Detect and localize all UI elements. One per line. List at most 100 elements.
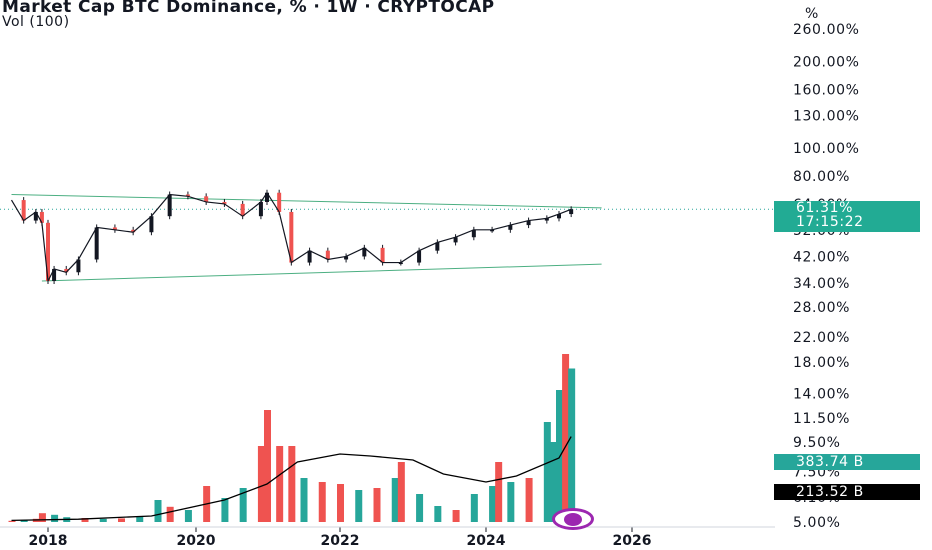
price-candle — [307, 250, 312, 263]
price-candle — [52, 268, 57, 282]
price-candle — [508, 225, 513, 230]
price-candle — [185, 194, 190, 197]
volume-bar — [355, 490, 363, 522]
volume-bar — [276, 446, 284, 522]
price-candle — [417, 250, 422, 263]
price-candle — [362, 247, 367, 257]
price-candle — [569, 209, 574, 215]
bar-countdown: 17:15:22 — [796, 214, 864, 230]
volume-bar — [51, 514, 59, 522]
price-candle — [471, 229, 476, 238]
bolt-icon[interactable] — [552, 508, 594, 530]
volume-bar — [489, 486, 497, 522]
y-tick-label: 42.00% — [793, 249, 850, 265]
volume-bar — [8, 520, 16, 522]
price-candle — [265, 192, 269, 202]
x-tick-label: 2026 — [613, 533, 652, 549]
y-tick-label: 34.00% — [793, 276, 850, 292]
price-candle — [149, 216, 154, 233]
price-candle — [344, 256, 349, 260]
x-tick-label: 2022 — [321, 533, 360, 549]
volume-bar — [373, 488, 381, 522]
x-tick-label: 2018 — [29, 533, 68, 549]
volume-bar — [239, 488, 247, 522]
y-tick-label: 100.00% — [793, 141, 860, 157]
trendline — [11, 194, 602, 209]
volume-bar — [416, 494, 424, 522]
volume-bar — [337, 484, 344, 522]
volume-bar — [99, 518, 107, 522]
price-candle — [453, 237, 458, 243]
volume-bar — [562, 354, 570, 522]
y-tick-label: 28.00% — [793, 300, 850, 316]
volume-bar — [507, 482, 515, 522]
y-tick-label: 130.00% — [793, 108, 860, 124]
price-candle — [131, 229, 136, 233]
price-candle — [490, 229, 495, 232]
volume-bar — [154, 500, 162, 522]
volume-bar — [38, 513, 46, 522]
volume-bar — [391, 478, 399, 522]
price-candle — [76, 259, 81, 273]
volume-indicator-label[interactable]: Vol (100) — [2, 14, 70, 30]
volume-bar — [184, 510, 192, 522]
y-tick-label: 200.00% — [793, 55, 860, 71]
volume-bar — [288, 446, 296, 522]
price-candle — [325, 250, 330, 260]
price-candle — [222, 201, 227, 204]
volume-bar — [118, 518, 125, 522]
price-candle — [167, 194, 172, 217]
volume-bar — [257, 446, 265, 522]
price-line — [10, 191, 572, 284]
y-tick-label: 80.00% — [793, 169, 850, 185]
volume-bar — [434, 506, 442, 522]
volume-bar — [221, 498, 229, 522]
y-tick-label: 11.50% — [793, 411, 850, 427]
volume-bar — [470, 494, 478, 522]
y-tick-label: 5.00% — [793, 515, 840, 531]
price-candle — [240, 203, 245, 217]
y-tick-label: 14.00% — [793, 387, 850, 403]
volume-bar — [20, 520, 28, 522]
price-candle — [258, 201, 263, 217]
price-candle — [94, 227, 99, 260]
volume-value-badge: 383.74 B — [774, 454, 920, 470]
volume-bar — [525, 478, 533, 522]
volume-bar — [300, 478, 308, 522]
volume-bar — [81, 518, 89, 522]
volume-bar — [318, 482, 326, 522]
y-tick-label: 260.00% — [793, 22, 860, 38]
price-candle — [39, 211, 44, 223]
volume-bar — [136, 516, 144, 522]
price-candle — [289, 211, 294, 263]
price-candle — [557, 214, 561, 219]
volume-bar — [568, 368, 576, 522]
volume-bar — [549, 442, 557, 522]
volume-ma-badge: 213.52 B — [774, 484, 920, 500]
price-candle — [277, 192, 282, 212]
price-candle — [380, 247, 385, 263]
volume-bar — [452, 510, 460, 522]
y-tick-label: 22.00% — [793, 330, 850, 346]
price-candle — [112, 227, 117, 230]
bolt-icon-core — [564, 513, 582, 526]
price-candle — [435, 242, 440, 251]
trendline — [41, 263, 602, 282]
price-candle — [21, 200, 26, 221]
y-tick-label: 160.00% — [793, 83, 860, 99]
volume-bar — [264, 410, 271, 522]
volume-bar — [397, 462, 405, 522]
y-tick-label: 18.00% — [793, 355, 850, 371]
chart-title: Market Cap BTC Dominance, % · 1W · CRYPT… — [2, 0, 495, 17]
price-candle — [544, 218, 549, 221]
volume-bar — [166, 506, 174, 522]
price-candle — [33, 211, 38, 221]
price-candle — [398, 262, 403, 265]
x-tick-label: 2024 — [467, 533, 506, 549]
volume-bar — [495, 462, 503, 522]
price-candle — [64, 268, 69, 273]
volume-bar — [543, 422, 551, 522]
volume-ma-line — [11, 436, 572, 522]
x-tick-label: 2020 — [177, 533, 216, 549]
last-price-badge: 61.31% 17:15:22 — [774, 201, 920, 232]
